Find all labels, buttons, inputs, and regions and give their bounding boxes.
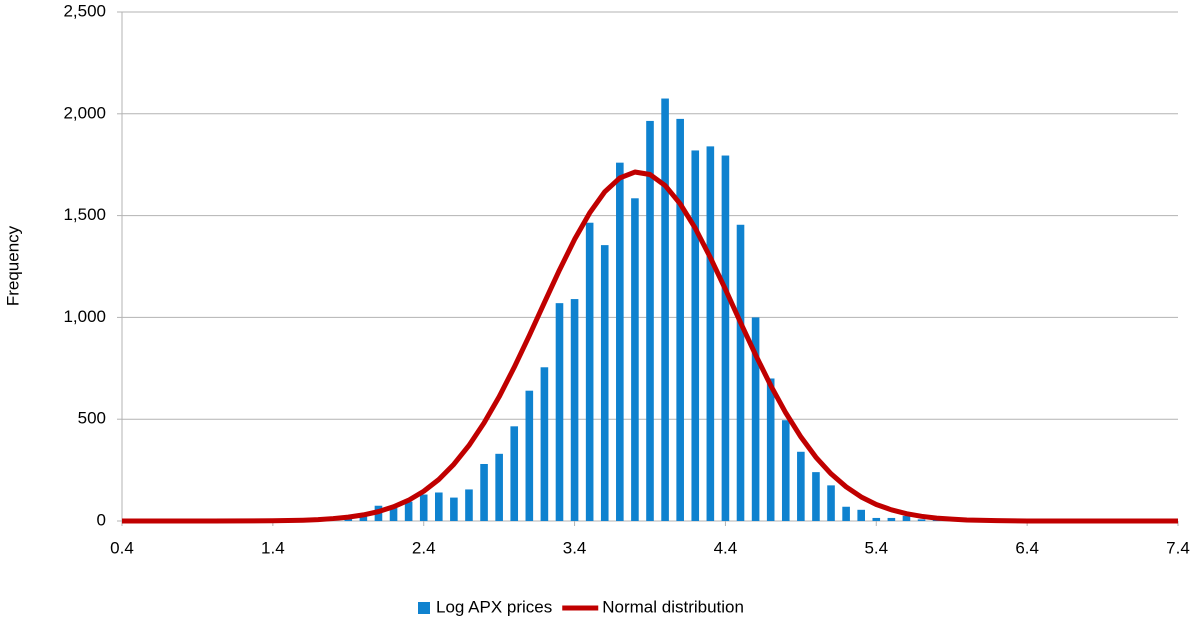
bar [450,497,458,521]
x-tick-label: 3.4 [563,538,587,557]
bar [540,367,549,521]
bar [616,162,624,521]
bar [887,517,896,521]
y-tick-label: 1,000 [63,307,106,326]
bar [827,485,835,521]
bar [781,420,790,521]
bar [570,299,579,521]
x-tick-label: 4.4 [714,538,738,557]
y-tick-label: 2,500 [63,1,106,20]
bar [510,426,519,521]
bar [465,489,473,521]
bar [812,472,820,521]
bar [797,451,805,521]
y-tick-label: 2,000 [63,103,106,122]
x-tick-label: 6.4 [1015,538,1039,557]
bar [857,509,865,521]
bar [631,198,639,521]
bar [676,118,684,521]
bar [721,155,730,521]
bar [600,245,609,521]
bar [480,463,488,521]
bar [691,150,700,521]
y-tick-label: 1,500 [63,205,106,224]
bar [435,492,443,521]
x-tick-label: 7.4 [1166,538,1190,557]
bar [359,514,368,521]
bar [419,494,428,521]
bar [766,378,775,521]
legend-swatch [418,602,430,614]
bar [902,515,911,521]
bar [661,98,669,521]
bar [872,517,881,521]
x-tick-label: 1.4 [261,538,285,557]
bar [525,390,534,521]
bar [344,518,353,521]
bar [555,303,564,521]
bar [495,453,503,521]
bar [917,519,926,521]
line [122,169,1178,524]
bar [751,317,760,521]
y-tick-label: 500 [78,409,106,428]
bar [646,120,654,522]
bar [389,507,398,521]
y-axis-label: Frequency [3,225,22,306]
bar [404,501,413,521]
x-tick-label: 5.4 [864,538,888,557]
legend-label: Log APX prices [436,597,552,616]
bar [842,506,850,521]
x-tick-label: 2.4 [412,538,436,557]
bar [736,224,745,521]
bar [585,222,594,521]
bar [706,146,715,521]
y-tick-label: 0 [97,510,106,529]
x-tick-label: 0.4 [110,538,134,557]
legend-label: Normal distribution [602,597,744,616]
